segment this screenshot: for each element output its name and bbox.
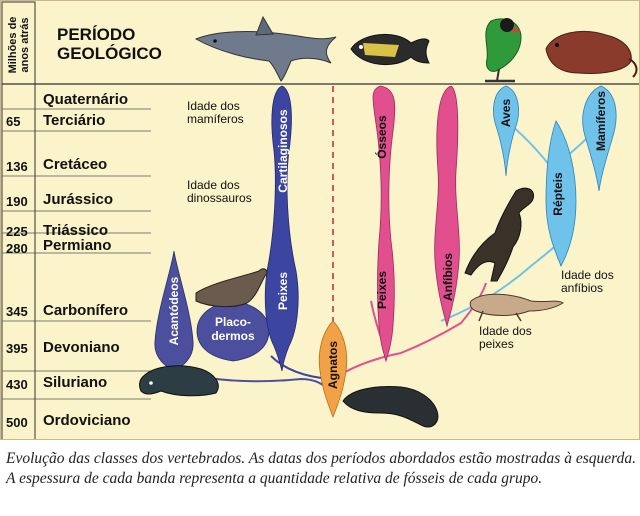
figure-caption: Evolução das classes dos vertebrados. As… xyxy=(6,450,636,487)
period-date: 430 xyxy=(6,377,28,392)
era-anfibios-label: Idade dos anfíbios xyxy=(561,268,614,295)
parrot-icon xyxy=(485,18,522,83)
dinosaur-icon xyxy=(464,187,535,282)
axis-label: Milhões de anos atrás xyxy=(3,9,35,81)
period-name: Carbonífero xyxy=(43,302,129,319)
period-grid xyxy=(2,108,151,400)
period-name: Siluriano xyxy=(43,374,108,391)
period-name: Devoniano xyxy=(43,339,120,356)
axis-column xyxy=(1,1,36,439)
period-date: 225 xyxy=(6,224,28,239)
mamiferos-label: Mamíferos xyxy=(594,90,608,151)
period-name: Permiano xyxy=(43,237,112,254)
period-name: Cretáceo xyxy=(43,156,108,173)
era-dinossauros-label: Idade dos dinossauros xyxy=(187,178,252,205)
anfibios-band xyxy=(434,85,460,328)
peixes-osseos-label: Peixes xyxy=(375,270,389,310)
axis-label-line1: Milhões de xyxy=(7,16,19,74)
anfibios-label: Anfíbios xyxy=(441,253,455,301)
armored-fish-icon xyxy=(139,365,219,397)
lungfish-icon xyxy=(195,268,268,308)
cartilaginosos-label: Cartilaginosos xyxy=(276,109,290,193)
acantodeos-label: Acantódeos xyxy=(167,276,181,346)
period-name: Ordoviciano xyxy=(43,412,131,429)
period-name: Quaternário xyxy=(43,91,129,108)
period-name: Jurássico xyxy=(43,191,114,208)
header-title: PERÍODO GEOLÓGICO xyxy=(57,25,162,63)
repteis-label: Répteis xyxy=(551,172,565,216)
period-name: Triássico xyxy=(43,222,109,239)
peixes-cartilaginosos-label: Peixes xyxy=(276,271,290,311)
period-date: 65 xyxy=(6,114,21,129)
cartilaginosos-band xyxy=(264,85,299,372)
period-date: 136 xyxy=(6,159,28,174)
salamander-icon xyxy=(469,293,564,322)
rodent-icon xyxy=(545,31,638,78)
diagram-svg xyxy=(1,1,639,439)
triggerfish-icon xyxy=(350,33,430,66)
period-date: 190 xyxy=(6,194,28,209)
agnatos-band xyxy=(318,320,348,419)
header-title-line2: GEOLÓGICO xyxy=(57,44,162,63)
shark-icon xyxy=(194,15,337,82)
repteis-band xyxy=(545,120,577,267)
agnatos-label: Agnatos xyxy=(326,341,340,389)
placodermos-label: Placo-dermos xyxy=(211,315,255,343)
mamiferos-band xyxy=(582,85,617,192)
era-mamiferos-label: Idade dos mamíferos xyxy=(187,99,244,126)
evolution-diagram: Milhões de anos atrás PERÍODO GEOLÓGICO … xyxy=(0,0,640,440)
period-name: Terciário xyxy=(43,112,106,129)
aves-band xyxy=(493,85,519,177)
axis-label-line2: anos atrás xyxy=(19,17,31,73)
osseos-label: Ósseos xyxy=(375,115,389,159)
period-date: 345 xyxy=(6,304,28,319)
era-peixes-label: Idade dos peixes xyxy=(479,324,532,351)
osseos-band xyxy=(372,85,396,363)
header-title-line1: PERÍODO xyxy=(57,25,136,44)
period-date: 280 xyxy=(6,241,28,256)
period-date: 500 xyxy=(6,415,28,430)
eurypterid-icon xyxy=(342,386,439,428)
period-date: 395 xyxy=(6,341,28,356)
aves-label: Aves xyxy=(499,98,513,128)
